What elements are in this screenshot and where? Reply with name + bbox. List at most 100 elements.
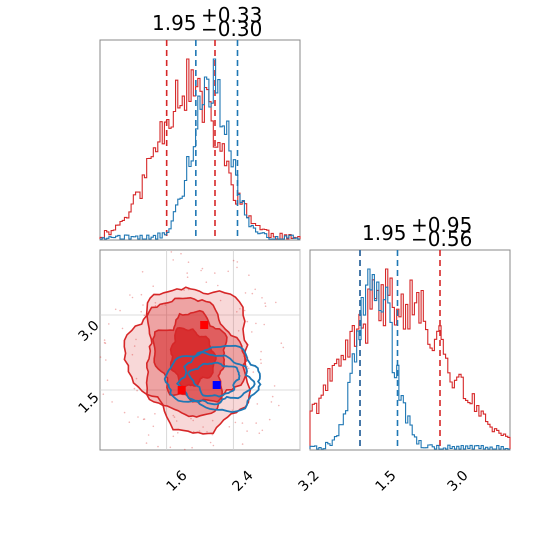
marker-2 xyxy=(212,381,221,389)
sample-point-113 xyxy=(198,430,201,432)
sample-point-39 xyxy=(251,331,253,333)
sample-point-100 xyxy=(270,401,273,403)
sample-point-57 xyxy=(246,430,248,432)
sample-point-40 xyxy=(282,346,285,349)
sample-point-117 xyxy=(261,297,263,299)
contour-blue-0 xyxy=(163,344,262,414)
sample-point-37 xyxy=(104,342,107,345)
sample-point-104 xyxy=(180,252,182,255)
x-tick-2-4: 2.4 xyxy=(230,468,257,495)
sample-point-72 xyxy=(172,414,175,417)
sample-point-8 xyxy=(175,420,178,422)
sample-point-5 xyxy=(141,271,144,273)
sample-point-47 xyxy=(121,327,124,330)
hist-top-left xyxy=(99,40,301,240)
panel-bottom-left xyxy=(99,249,301,451)
sample-point-103 xyxy=(234,421,237,424)
sample-point-59 xyxy=(252,371,255,373)
sample-point-115 xyxy=(255,422,257,424)
title-bottom-right-lower: −0.56 xyxy=(411,227,472,251)
sample-point-64 xyxy=(280,342,283,345)
sample-point-33 xyxy=(278,404,280,407)
sample-point-98 xyxy=(154,302,157,304)
sample-point-63 xyxy=(209,441,212,444)
title-bottom-right: 1.95 xyxy=(362,221,407,245)
sample-point-114 xyxy=(169,446,172,449)
title-bottom-right-value: 1.95 xyxy=(362,221,407,245)
sample-point-17 xyxy=(191,446,193,449)
sample-point-10 xyxy=(99,356,102,358)
sample-point-20 xyxy=(142,304,144,306)
sample-point-54 xyxy=(123,411,126,414)
sample-point-19 xyxy=(255,322,257,325)
panel-bottom-right-frame xyxy=(309,249,511,451)
sample-point-48 xyxy=(170,251,173,253)
sample-point-27 xyxy=(246,356,249,359)
x-tick-right-1-5: 1.5 xyxy=(373,468,400,495)
sample-point-3 xyxy=(186,272,188,274)
sample-point-99 xyxy=(137,386,139,389)
sample-point-111 xyxy=(264,305,267,308)
sample-point-31 xyxy=(211,419,214,422)
y-tick-1-5: 1.5 xyxy=(76,390,103,417)
sample-point-15 xyxy=(256,403,259,405)
sample-point-44 xyxy=(111,401,113,403)
sample-point-68 xyxy=(241,443,244,445)
sample-point-118 xyxy=(131,353,134,356)
sample-point-13 xyxy=(147,434,150,436)
sample-point-85 xyxy=(133,345,136,347)
sample-point-86 xyxy=(192,419,194,422)
sample-point-6 xyxy=(142,418,145,421)
sample-point-112 xyxy=(231,409,234,412)
sample-point-26 xyxy=(264,302,266,305)
title-top-left-lower: −0.30 xyxy=(201,17,262,41)
sample-point-70 xyxy=(183,289,185,291)
sample-point-43 xyxy=(275,301,277,304)
sample-point-38 xyxy=(108,323,110,325)
sample-point-34 xyxy=(205,281,208,284)
sample-point-108 xyxy=(243,309,246,312)
sample-point-61 xyxy=(244,292,247,294)
sample-point-36 xyxy=(246,320,249,323)
sample-point-73 xyxy=(135,377,138,380)
sample-point-22 xyxy=(152,285,154,288)
sample-point-42 xyxy=(258,432,261,435)
title-top-left: 1.95 xyxy=(152,11,197,35)
sample-point-94 xyxy=(259,358,262,361)
hist3-series-1-step xyxy=(309,268,510,450)
sample-point-25 xyxy=(133,387,136,390)
hist3-series-0-step xyxy=(309,268,511,449)
sample-point-93 xyxy=(246,365,249,368)
sample-point-96 xyxy=(192,430,195,433)
hist-bottom-right xyxy=(309,250,511,450)
sample-point-101 xyxy=(190,417,192,420)
sample-point-67 xyxy=(248,274,250,277)
sample-point-49 xyxy=(172,435,175,438)
sample-point-102 xyxy=(232,259,235,262)
sample-point-16 xyxy=(241,422,244,424)
sample-point-12 xyxy=(200,269,202,272)
contour-blue-1 xyxy=(175,350,256,406)
sample-point-107 xyxy=(152,425,155,428)
y-tick-3-0: 3.0 xyxy=(76,318,103,345)
sample-point-66 xyxy=(273,385,276,387)
sample-point-82 xyxy=(254,288,256,291)
sample-point-52 xyxy=(187,261,190,264)
contours-bottom-left xyxy=(99,251,285,451)
sample-point-46 xyxy=(227,270,229,273)
sample-point-87 xyxy=(271,395,274,398)
markers-bottom-left xyxy=(177,321,221,394)
sample-point-89 xyxy=(164,304,167,306)
sample-point-81 xyxy=(135,338,137,341)
sample-point-18 xyxy=(236,266,238,269)
hist1-series-1-step xyxy=(100,58,300,240)
x-tick-3-2: 3.2 xyxy=(296,468,323,495)
sample-point-23 xyxy=(102,393,105,396)
sample-point-76 xyxy=(103,339,106,341)
sample-point-77 xyxy=(143,314,146,317)
marker-0 xyxy=(200,321,209,329)
sample-point-1 xyxy=(228,426,231,428)
sample-point-53 xyxy=(211,433,214,436)
sample-point-29 xyxy=(114,308,117,311)
